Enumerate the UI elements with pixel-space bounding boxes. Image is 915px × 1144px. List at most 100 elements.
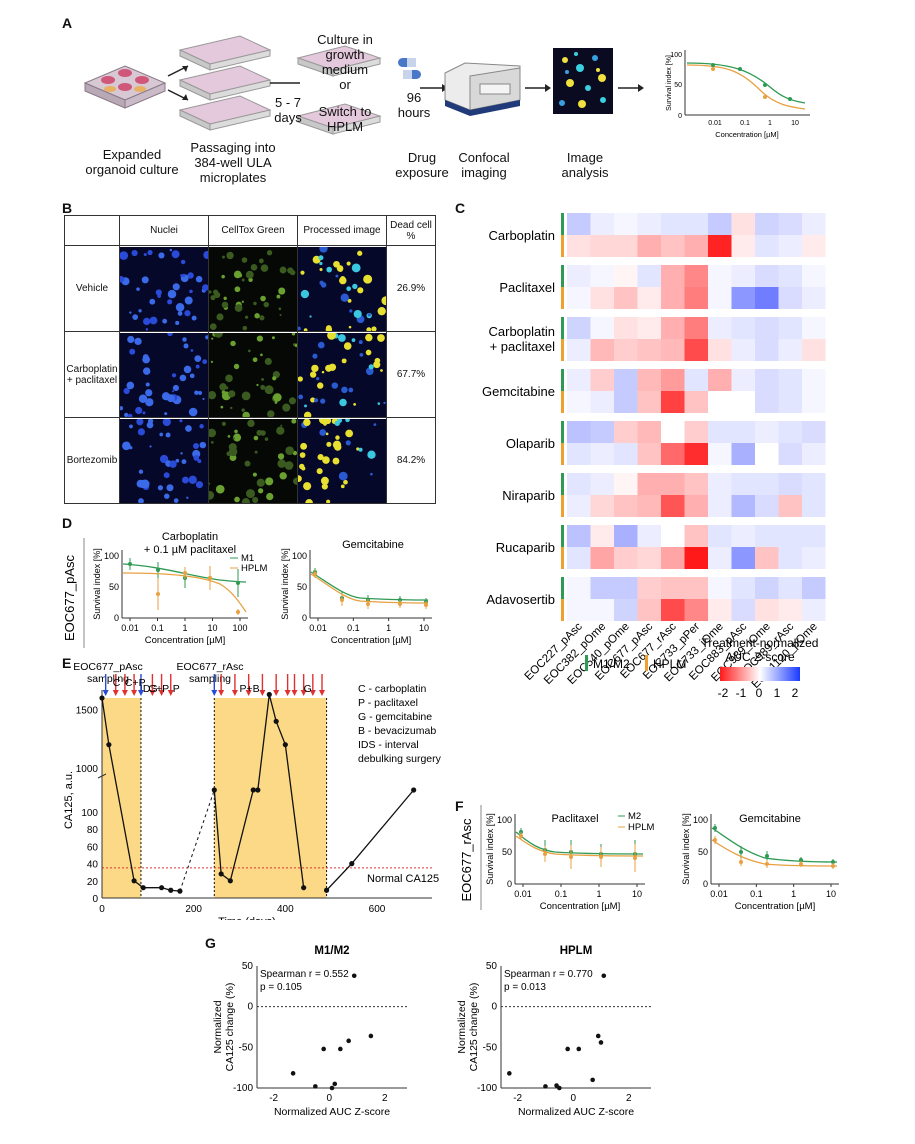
heatmap-cell [614, 421, 638, 443]
cell-dot [351, 337, 356, 342]
cell-dot [157, 484, 164, 490]
cell-dot [343, 479, 348, 485]
cell-dot [358, 447, 363, 452]
cell-dot [209, 482, 211, 485]
heatmap-cell [661, 265, 685, 287]
cell-dot [191, 315, 197, 321]
cell-dot [347, 298, 352, 303]
data-point [739, 850, 743, 854]
dead-cell-pct: 26.9% [386, 245, 436, 332]
cell-dot [323, 457, 326, 461]
cell-dot [169, 248, 173, 251]
heatmap-cell [731, 547, 755, 569]
m1-bar [561, 317, 564, 339]
heatmap-cell [661, 317, 685, 339]
heatmap-cell [661, 495, 685, 517]
hplm-bar [561, 235, 564, 257]
cell-dot [169, 459, 177, 468]
y-axis-label: Survival index [%] [92, 548, 102, 620]
x-tick-label: 0.01 [514, 889, 532, 899]
heatmap-cell [684, 473, 708, 495]
cell-dot [120, 405, 124, 410]
scatter-point [321, 1046, 326, 1052]
panel-b-microscopy-table: Nuclei CellTox Green Processed image Dea… [64, 215, 436, 504]
cell-dot [228, 389, 236, 397]
data-point [183, 571, 187, 575]
heatmap-cell [614, 213, 638, 235]
scatter-point [557, 1085, 562, 1091]
heatmap-cell [778, 577, 802, 599]
cell-dot [245, 270, 254, 279]
processed-image-thumbnail [553, 48, 613, 114]
p-value-stat: p = 0.013 [504, 982, 546, 993]
heatmap-cell [802, 421, 826, 443]
cell-dot [345, 429, 354, 437]
cell-dot [159, 432, 164, 436]
legend-m1-swatch [585, 655, 588, 671]
cell-dot [141, 275, 149, 283]
cell-dot [164, 493, 170, 499]
cell-dot [260, 353, 263, 356]
heatmap-cell [567, 339, 591, 361]
heatmap-cell [755, 369, 779, 391]
cell-dot [300, 442, 308, 450]
legend-label: M2 [628, 811, 641, 822]
cell-dot [312, 353, 318, 359]
x-axis-label: Concentration [µM] [331, 635, 411, 646]
cell-dot [241, 390, 251, 400]
x-tick-label: 100 [232, 623, 247, 633]
heatmap-cell [637, 265, 661, 287]
heatmap-cell [755, 577, 779, 599]
cell-dot [377, 401, 381, 405]
cell-dot [320, 398, 326, 404]
x-tick-label: 10 [419, 623, 429, 633]
heatmap-cell [684, 547, 708, 569]
label-confocal: Confocal imaging [458, 150, 510, 180]
legend-label: M1 [241, 553, 254, 564]
cell-dot [310, 396, 316, 403]
heatmap-cell [684, 287, 708, 309]
mini-xtick: 0.01 [708, 120, 722, 127]
heatmap-cell [661, 235, 685, 257]
scale-title: Treatment-normalized [702, 636, 819, 650]
cell-dot [377, 306, 386, 315]
cell-dot [161, 391, 171, 400]
heatmap-cell [684, 391, 708, 413]
cell-dot [380, 368, 383, 372]
x-tick-label: 0.1 [750, 889, 763, 899]
ca125-point [250, 787, 256, 793]
y-axis-label: CA125 change (%) [224, 983, 236, 1072]
cell-dot [334, 420, 340, 426]
cell-dot [345, 418, 350, 422]
scatter-point [368, 1033, 374, 1039]
cell-dot [333, 260, 340, 268]
label-image-analysis: Image analysis [561, 150, 609, 180]
scatter-point [565, 1046, 570, 1052]
hplm-bar [561, 443, 564, 465]
cell-dot [254, 450, 258, 454]
cell-dot [222, 255, 225, 259]
label-days: 5 - 7 days [274, 95, 302, 125]
heatmap-cell [802, 369, 826, 391]
cell-dot [319, 280, 324, 285]
cell-dot [209, 289, 212, 294]
heatmap-cell [802, 265, 826, 287]
heatmap-cell [778, 547, 802, 569]
x-axis-label: Time (days) [218, 916, 276, 920]
heatmap-cell [590, 599, 614, 621]
sampling-label: sampling [189, 673, 231, 685]
heatmap-cell [684, 577, 708, 599]
cell-dot [155, 288, 162, 296]
heatmap-cell [755, 265, 779, 287]
cell-dot [374, 357, 381, 363]
x-tick-label: 0.1 [347, 623, 360, 633]
cell-dot [120, 275, 125, 282]
heatmap-cell [590, 213, 614, 235]
cell-dot [138, 479, 147, 488]
heatmap-cell [802, 235, 826, 257]
x-tick-label: -2 [269, 1093, 278, 1104]
heatmap-cell [590, 577, 614, 599]
cell-dot [158, 251, 165, 258]
heatmap-cell [802, 317, 826, 339]
